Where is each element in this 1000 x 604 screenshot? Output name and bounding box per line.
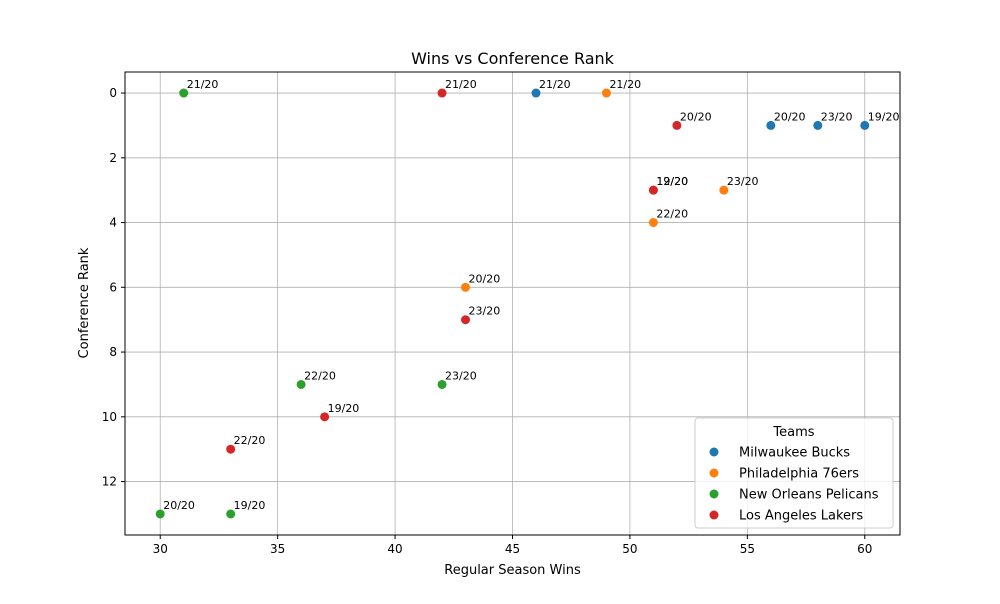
point-los-angeles-lakers [226,444,236,454]
point-milwaukee-bucks [531,88,541,98]
point-label: 23/20 [821,110,853,123]
point-new-orleans-pelicans [179,88,189,98]
axes-layer: 30 35 40 45 50 55 60 0 2 4 6 8 10 12 [102,71,901,556]
point-los-angeles-lakers [648,185,658,195]
legend-label: New Orleans Pelicans [739,488,879,503]
point-milwaukee-bucks [766,120,776,130]
point-new-orleans-pelicans [437,379,447,389]
point-label: 22/20 [304,369,336,382]
point-label: 19/20 [868,110,900,123]
x-tick-label: 60 [857,542,872,556]
points-layer [155,88,870,519]
y-tick-label: 10 [102,410,117,424]
point-milwaukee-bucks [860,120,870,130]
legend-title: Teams [772,425,814,440]
y-tick-label: 4 [109,216,117,230]
point-label: 20/20 [680,110,712,123]
point-label: 21/20 [539,78,571,91]
legend-label: Milwaukee Bucks [739,446,850,461]
y-tick-label: 0 [109,86,117,100]
point-new-orleans-pelicans [226,509,236,519]
point-philadelphia-76ers [601,88,611,98]
point-los-angeles-lakers [320,412,330,422]
x-tick-label: 45 [505,542,520,556]
legend-marker [709,489,719,499]
point-los-angeles-lakers [437,88,447,98]
point-label: 23/20 [445,369,477,382]
point-label: 21/20 [187,78,219,91]
x-axis-label: Regular Season Wins [444,563,581,578]
x-tick-label: 50 [622,542,637,556]
x-tick-label: 40 [387,542,402,556]
y-axis-label: Conference Rank [77,247,92,358]
legend-items: Milwaukee Bucks Philadelphia 76ers New Orl… [709,446,879,524]
point-label: 20/20 [469,272,501,285]
point-los-angeles-lakers [672,120,682,130]
point-los-angeles-lakers [461,315,471,325]
point-label: 21/20 [445,78,477,91]
y-tick-label: 8 [109,345,117,359]
point-label: 19/20 [234,499,266,512]
point-philadelphia-76ers [719,185,729,195]
legend-marker [709,510,719,520]
legend-marker [709,468,719,478]
point-label: 22/20 [234,434,266,447]
point-label: 19/20 [328,402,360,415]
point-label: 12/20 [656,175,688,188]
point-philadelphia-76ers [461,282,471,292]
point-philadelphia-76ers [648,218,658,228]
point-milwaukee-bucks [813,120,823,130]
point-label: 21/20 [609,78,641,91]
x-tick-label: 35 [270,542,285,556]
x-tick-label: 30 [153,542,168,556]
y-tick-label: 12 [102,475,117,489]
point-label: 23/20 [727,175,759,188]
point-label: 20/20 [163,499,195,512]
point-labels-layer: 19/20 20/20 21/20 23/20 19/20 20/20 21/20 22/20… [163,78,899,512]
legend: Teams Milwaukee Bucks Philadelphia 76ers N… [694,417,894,529]
x-tick-label: 55 [740,542,755,556]
legend-box [694,417,894,529]
chart-title: Wins vs Conference Rank [411,49,615,68]
point-label: 20/20 [774,110,806,123]
legend-label: Los Angeles Lakers [739,509,863,524]
y-tick-label: 2 [109,151,117,165]
point-label: 23/20 [469,305,501,318]
point-new-orleans-pelicans [296,379,306,389]
y-tick-label: 6 [109,280,117,294]
point-label: 19/20 [656,175,688,188]
legend-marker [709,447,719,457]
point-label: 22/20 [656,208,688,221]
point-new-orleans-pelicans [155,509,165,519]
legend-label: Philadelphia 76ers [739,467,859,482]
